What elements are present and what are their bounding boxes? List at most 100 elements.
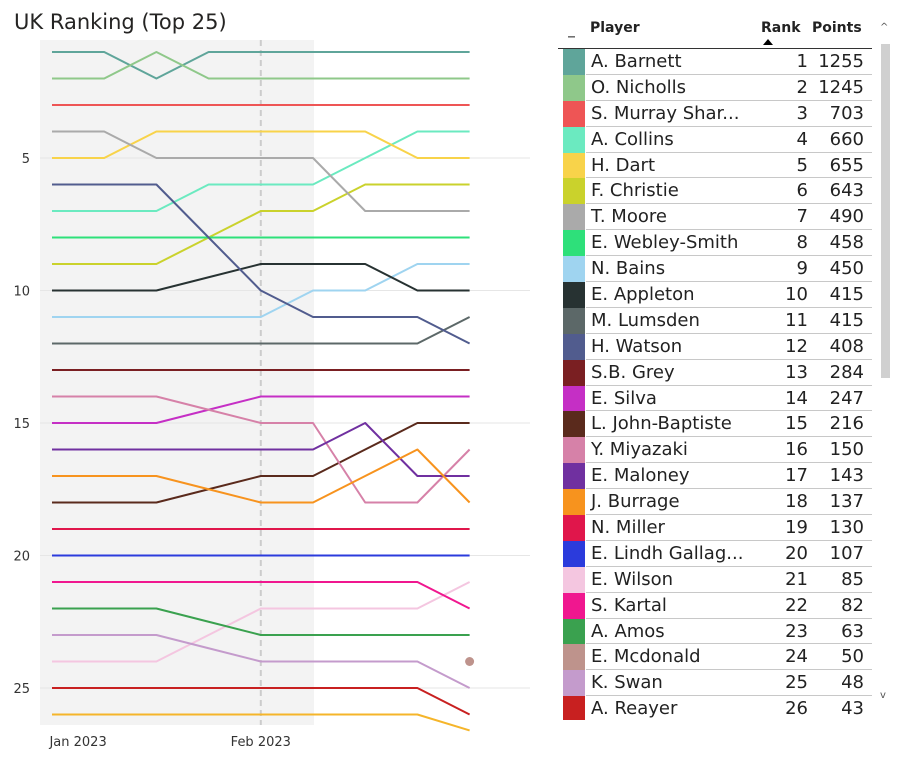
table-row[interactable]: S. Kartal 22 82	[558, 592, 872, 619]
series-line[interactable]	[52, 183, 471, 345]
table-row[interactable]: A. Collins 4 660	[558, 126, 872, 153]
series-line[interactable]	[52, 263, 470, 292]
player-points: 63	[841, 620, 864, 642]
player-rank: 5	[796, 154, 808, 176]
table-row[interactable]: F. Christie 6 643	[558, 178, 872, 205]
series-line[interactable]	[52, 607, 470, 636]
scrollbar-thumb[interactable]	[881, 44, 890, 378]
table-row[interactable]: N. Bains 9 450	[558, 256, 872, 283]
table-row[interactable]: S. Murray Shar... 3 703	[558, 100, 872, 127]
player-points: 1255	[818, 51, 864, 72]
table-row[interactable]: H. Dart 5 655	[558, 152, 872, 179]
table-row[interactable]: O. Nicholls 2 1245	[558, 74, 872, 101]
series-line[interactable]	[52, 183, 470, 265]
y-tick-label: 10	[13, 285, 30, 300]
player-rank: 3	[796, 102, 808, 124]
player-rank: 4	[796, 128, 808, 150]
table-row[interactable]: E. Webley-Smith 8 458	[558, 230, 872, 257]
series-line[interactable]	[52, 687, 471, 716]
column-header-points[interactable]: Points	[812, 20, 862, 36]
table-row[interactable]: E. Silva 14 247	[558, 385, 872, 412]
player-points: 43	[841, 698, 864, 720]
player-name: S. Murray Shar...	[591, 102, 740, 124]
player-name: E. Lindh Gallag...	[591, 542, 744, 564]
table-body: A. Barnett 1 1255 O. Nicholls 2 1245 S. Murray…	[558, 49, 872, 720]
chevron-up-icon[interactable]: ^	[880, 22, 889, 33]
player-points: 48	[841, 672, 864, 694]
table-row[interactable]: J. Burrage 18 137	[558, 489, 872, 516]
series-line[interactable]	[52, 316, 471, 345]
table-row[interactable]: E. Appleton 10 415	[558, 282, 872, 309]
table-row[interactable]: A. Reayer 26 43	[558, 696, 872, 720]
player-rank: 21	[785, 568, 808, 590]
table-row[interactable]: M. Lumsden 11 415	[558, 307, 872, 334]
column-header-player[interactable]: Player	[590, 20, 640, 36]
row-divider	[586, 73, 872, 75]
player-name: A. Amos	[591, 620, 665, 642]
color-swatch	[563, 696, 585, 720]
series-point[interactable]	[465, 657, 475, 666]
y-tick-label: 15	[13, 417, 30, 432]
series-line[interactable]	[52, 130, 470, 159]
table-row[interactable]: A. Barnett 1 1255	[558, 49, 872, 75]
table-scrollbar[interactable]: ^ v	[877, 14, 894, 714]
table-row[interactable]: E. Mcdonald 24 50	[558, 644, 872, 671]
table-row[interactable]: T. Moore 7 490	[558, 204, 872, 231]
series-line[interactable]	[52, 395, 470, 424]
player-rank: 20	[785, 542, 808, 564]
color-swatch	[563, 463, 585, 490]
player-name: S. Kartal	[591, 594, 667, 616]
row-divider	[586, 617, 872, 619]
row-divider	[586, 203, 872, 205]
table-row[interactable]: H. Watson 12 408	[558, 333, 872, 360]
table-row[interactable]: E. Maloney 17 143	[558, 463, 872, 490]
series-line[interactable]	[52, 51, 470, 80]
series-line[interactable]	[52, 581, 471, 610]
ranking-table: _ Player Rank Points A. Barnett 1 1255 O. N…	[558, 14, 872, 720]
player-rank: 6	[796, 180, 808, 202]
series-line[interactable]	[52, 581, 471, 663]
sort-indicator[interactable]: _	[568, 22, 575, 38]
player-rank: 15	[785, 413, 808, 435]
color-swatch	[563, 74, 585, 101]
series-line[interactable]	[52, 263, 470, 318]
series-line[interactable]	[52, 51, 470, 80]
table-row[interactable]: K. Swan 25 48	[558, 670, 872, 697]
series-line[interactable]	[52, 634, 471, 689]
player-name: E. Wilson	[591, 568, 674, 590]
player-points: 415	[829, 309, 864, 331]
table-row[interactable]: E. Lindh Gallag... 20 107	[558, 540, 872, 567]
row-divider	[586, 332, 872, 334]
table-header: _ Player Rank Points	[558, 14, 872, 49]
table-row[interactable]: E. Wilson 21 85	[558, 566, 872, 593]
color-swatch	[563, 178, 585, 205]
color-swatch	[563, 282, 585, 309]
series-line[interactable]	[52, 713, 470, 732]
chevron-down-icon[interactable]: v	[880, 690, 886, 701]
table-row[interactable]: S.B. Grey 13 284	[558, 359, 872, 386]
color-swatch	[563, 489, 585, 516]
series-line[interactable]	[52, 130, 470, 212]
series-line[interactable]	[52, 130, 470, 212]
player-name: N. Miller	[591, 517, 665, 539]
series-line[interactable]	[52, 422, 470, 504]
player-points: 50	[841, 646, 864, 668]
table-row[interactable]: N. Miller 19 130	[558, 515, 872, 542]
sort-ascending-icon[interactable]	[763, 39, 773, 45]
column-header-rank[interactable]: Rank	[761, 20, 801, 36]
series-line[interactable]	[52, 448, 471, 504]
player-points: 82	[841, 594, 864, 616]
player-rank: 16	[785, 439, 808, 461]
table-row[interactable]: A. Amos 23 63	[558, 618, 872, 645]
table-row[interactable]: L. John-Baptiste 15 216	[558, 411, 872, 438]
table-row[interactable]: Y. Miyazaki 16 150	[558, 437, 872, 464]
row-divider	[586, 669, 872, 671]
bump-chart: 5 10 15 20 25 Jan 2023 Feb 2023	[13, 40, 530, 750]
player-rank: 11	[785, 309, 808, 331]
row-divider	[586, 488, 872, 490]
player-points: 143	[829, 465, 864, 487]
series-line[interactable]	[52, 395, 471, 504]
player-name: S.B. Grey	[591, 361, 675, 383]
player-name: E. Mcdonald	[591, 646, 701, 668]
player-points: 643	[829, 180, 864, 202]
